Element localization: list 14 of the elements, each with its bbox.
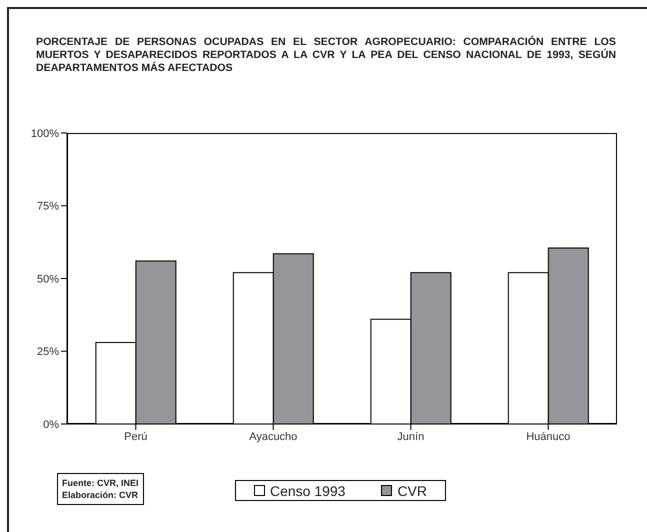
y-tick-label: 0%	[43, 418, 60, 431]
y-tick-label: 100%	[30, 128, 60, 140]
chart-title: PORCENTAJE DE PERSONAS OCUPADAS EN EL SECTOR AGROPECUARIO: COMPARACIÓN ENTRE LOS MUERTOS Y DESAPARECIDOS REPORTADOS A LA CVR Y LA PEA DEL CENSO NACIONAL DE 1993, SEGÚN DEAPARTAMENTOS MÁS AFECTADOS	[36, 36, 616, 75]
y-tick-label: 75%	[36, 200, 60, 213]
y-tick-label: 25%	[36, 346, 60, 358]
legend-label: Censo 1993	[270, 482, 346, 498]
y-tick-label: 50%	[36, 273, 60, 286]
x-tick-label: Junín	[397, 430, 424, 443]
x-tick-label: Huánuco	[526, 430, 570, 443]
legend-label: CVR	[397, 482, 427, 498]
source-note: Fuente: CVR, INEI	[62, 477, 139, 489]
x-tick-label: Perú	[124, 430, 148, 443]
x-tick-label: Ayacucho	[249, 430, 298, 443]
text: Elaboración: CVR	[62, 489, 139, 501]
